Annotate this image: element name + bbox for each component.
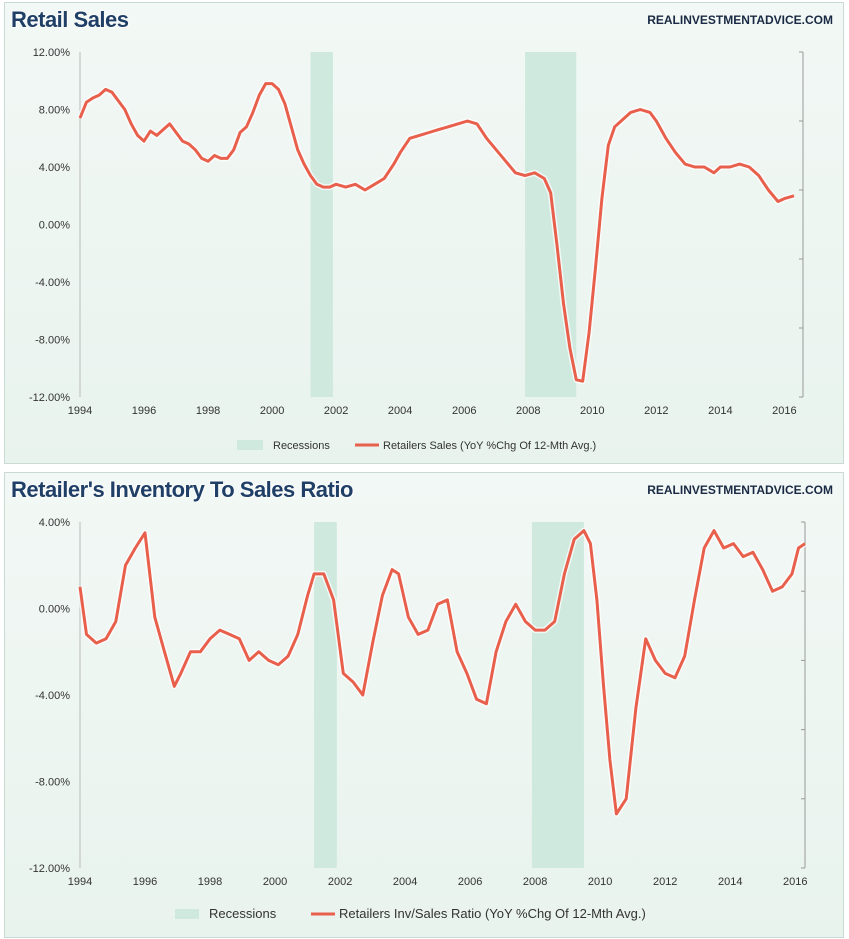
x-tick-label: 1998 (198, 876, 222, 888)
inventory-sales-plot: 4.00% 0.00% -4.00% -8.00% -12.00%1994 1996 199… (29, 517, 807, 921)
x-tick-label: 2004 (393, 876, 417, 888)
x-tick-label: 2010 (580, 405, 604, 417)
recession-band (314, 522, 337, 868)
legend-label-recessions: Recessions (273, 440, 330, 452)
x-tick-label: 2000 (263, 876, 287, 888)
chart-title: Retailer's Inventory To Sales Ratio (11, 477, 353, 502)
x-tick-label: 2014 (718, 876, 742, 888)
recession-band (310, 52, 333, 397)
retail-sales-chart-panel: Retail Sales REALINVESTMENTADVICE.COM 12… (4, 2, 844, 464)
x-tick-label: 2016 (772, 405, 796, 417)
x-tick-label: 2000 (260, 405, 284, 417)
retail-sales-plot: 12.00% 8.00% 4.00% 0.00% -4.00% -8.00% -12.00%… (29, 47, 804, 452)
x-tick-label: 1996 (132, 405, 156, 417)
series-line (78, 82, 795, 383)
y-tick-label: -4.00% (35, 690, 70, 702)
x-tick-label: 1994 (68, 876, 92, 888)
brand-watermark: REALINVESTMENTADVICE.COM (647, 13, 833, 27)
legend-label-series: Retailers Sales (YoY %Chg Of 12-Mth Avg.… (383, 440, 596, 452)
y-tick-label: 4.00% (39, 162, 70, 174)
y-tick-label: -8.00% (35, 777, 70, 789)
legend-swatch-recessions (237, 440, 263, 450)
x-tick-label: 1994 (68, 405, 92, 417)
x-tick-label: 1996 (133, 876, 157, 888)
x-tick-label: 2004 (388, 405, 412, 417)
recession-band (531, 522, 584, 868)
y-tick-label: 8.00% (39, 105, 70, 117)
x-tick-label: 2006 (458, 876, 482, 888)
x-tick-label: 2012 (653, 876, 677, 888)
series-line (78, 529, 806, 816)
x-tick-label: 2006 (452, 405, 476, 417)
series-line-halo (77, 80, 795, 385)
y-tick-label: 0.00% (39, 604, 70, 616)
y-tick-label: 0.00% (39, 220, 70, 232)
legend-swatch-recessions (175, 909, 199, 919)
y-tick-label: -8.00% (35, 335, 70, 347)
x-tick-label: 2010 (588, 876, 612, 888)
x-tick-label: 1998 (196, 405, 220, 417)
x-tick-label: 2002 (324, 405, 348, 417)
x-tick-label: 2002 (328, 876, 352, 888)
y-tick-label: 12.00% (33, 47, 71, 59)
x-tick-label: 2014 (708, 405, 732, 417)
y-tick-label: -12.00% (29, 392, 70, 404)
y-tick-label: -12.00% (29, 863, 70, 875)
y-tick-label: -4.00% (35, 277, 70, 289)
inventory-sales-chart-panel: Retailer's Inventory To Sales Ratio REAL… (4, 472, 844, 938)
y-tick-label: 4.00% (39, 517, 70, 529)
x-tick-label: 2008 (516, 405, 540, 417)
chart-title: Retail Sales (11, 7, 129, 32)
brand-watermark: REALINVESTMENTADVICE.COM (647, 483, 833, 497)
legend-label-series: Retailers Inv/Sales Ratio (YoY %Chg Of 1… (339, 906, 646, 921)
x-tick-label: 2008 (523, 876, 547, 888)
legend-label-recessions: Recessions (209, 906, 277, 921)
x-tick-label: 2016 (783, 876, 807, 888)
series-line-halo (77, 527, 807, 817)
x-tick-label: 2012 (644, 405, 668, 417)
